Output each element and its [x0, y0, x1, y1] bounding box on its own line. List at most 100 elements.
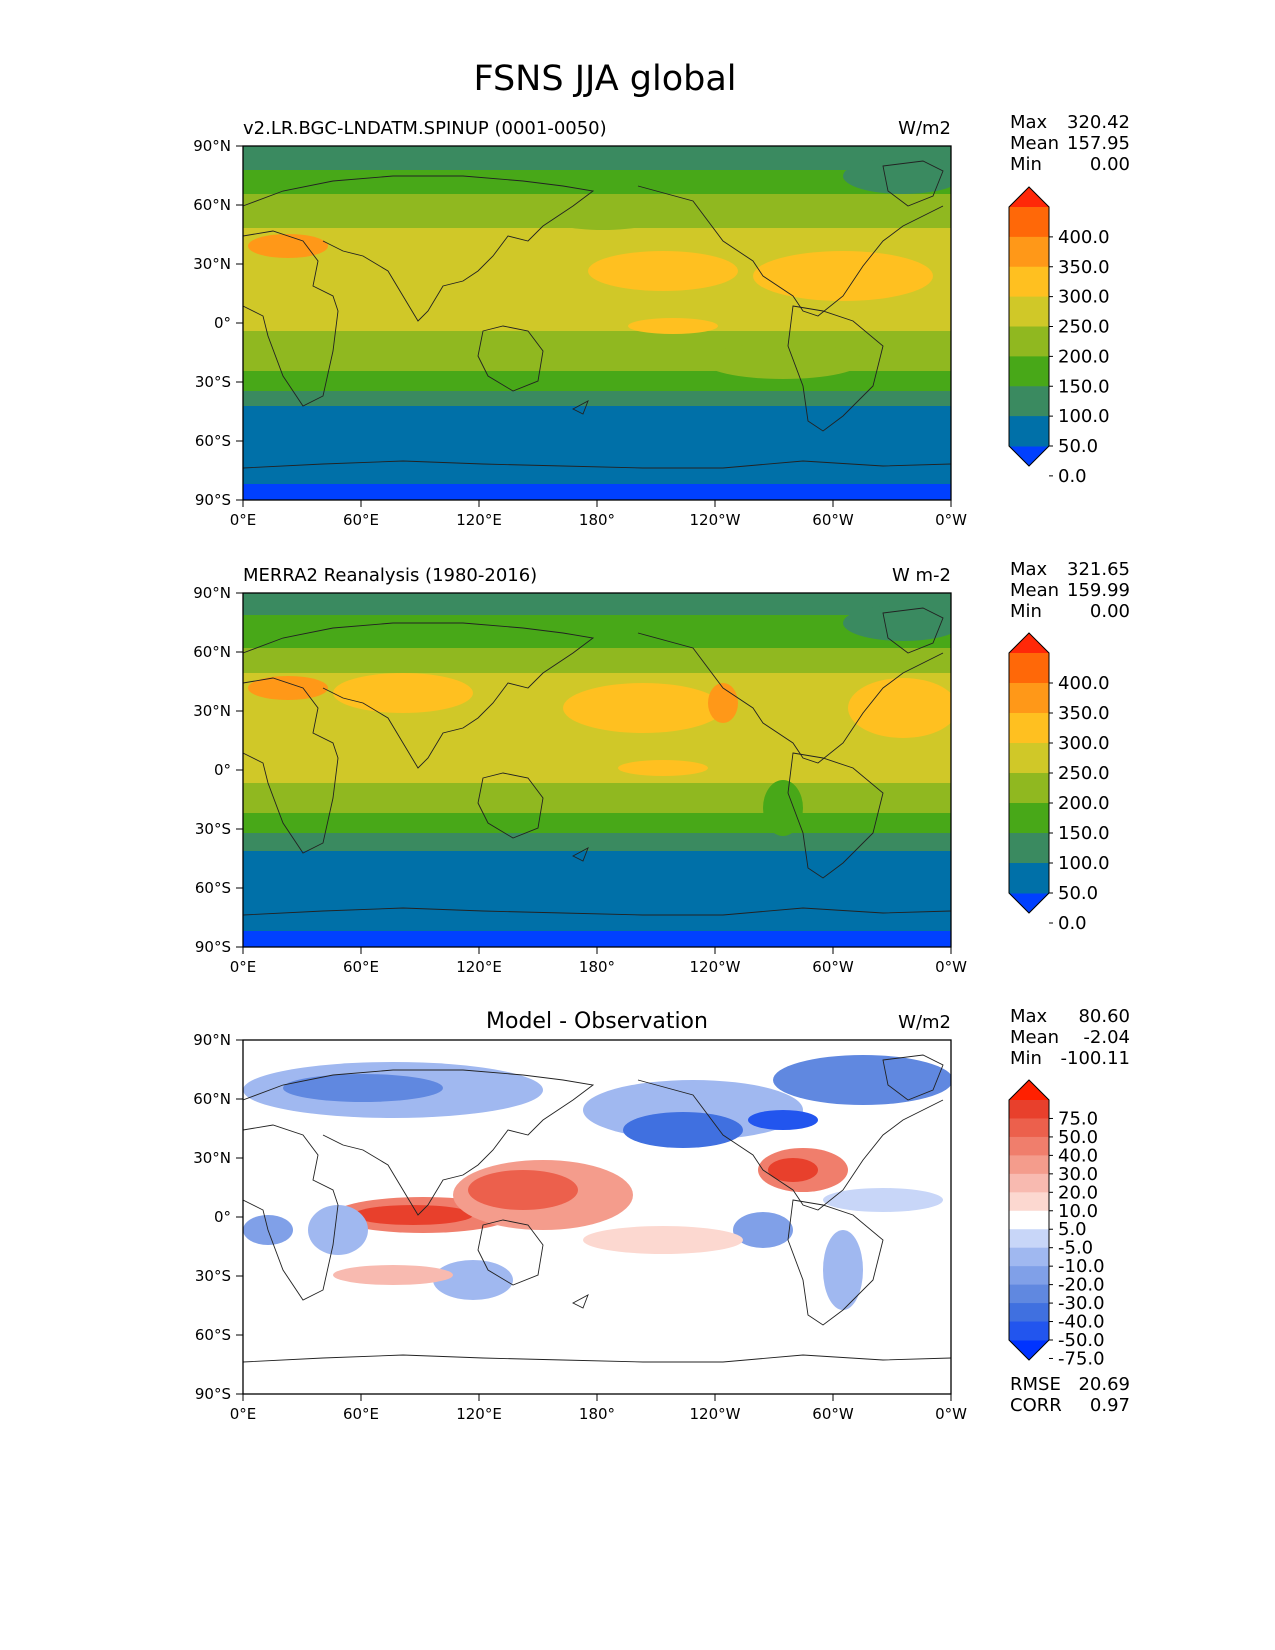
- panel-reference: MERRA2 Reanalysis (1980-2016) W m-2: [193, 565, 967, 976]
- x-tick-label: 180°: [579, 1405, 615, 1423]
- panel-title-center: Model - Observation: [486, 1009, 708, 1034]
- figure-title: FSNS JJA global: [473, 59, 736, 99]
- colorbar-tick-label: 30.0: [1058, 1164, 1098, 1185]
- colorbar-segment: [1009, 1155, 1049, 1175]
- colorbar: 400.0 350.0 300.0 250.0 200.0 150.0 100.0 50.0 0…: [1008, 186, 1110, 487]
- stat-label: Mean: [1010, 133, 1059, 154]
- metric-label: CORR: [1010, 1395, 1062, 1416]
- stat-value: -2.04: [1083, 1027, 1130, 1048]
- metric-value: 20.69: [1078, 1374, 1130, 1395]
- stat-label: Mean: [1010, 580, 1059, 601]
- x-tick-label: 0°E: [230, 1405, 257, 1423]
- colorbar-tick-label: 75.0: [1058, 1108, 1098, 1129]
- stat-label: Min: [1010, 601, 1042, 622]
- colorbar-extend-min: [1009, 893, 1049, 913]
- y-tick-label: 30°S: [195, 820, 231, 838]
- colorbar-segment: [1009, 1136, 1049, 1156]
- coastlines: [243, 607, 951, 916]
- colorbar-segment: [1009, 1321, 1049, 1341]
- colorbar-segment: [1009, 326, 1049, 357]
- colorbar-tick-label: 400.0: [1058, 227, 1110, 248]
- colorbar-tick-label: 350.0: [1058, 257, 1110, 278]
- colorbar-segment: [1009, 803, 1049, 834]
- y-axis: 90°N 60°N 30°N 0° 30°S 60°S 90°S: [193, 1031, 243, 1403]
- colorbar-tick-label: 300.0: [1058, 287, 1110, 308]
- colorbar-segment: [1009, 1118, 1049, 1138]
- y-tick-label: 90°S: [195, 938, 231, 956]
- colorbar-tick-label: 40.0: [1058, 1145, 1098, 1166]
- stat-value: 0.00: [1090, 601, 1130, 622]
- stat-value: 320.42: [1067, 112, 1130, 133]
- y-tick-label: 30°N: [193, 1149, 231, 1167]
- colorbar-segment: [1009, 416, 1049, 447]
- colorbar-extend-max: [1009, 633, 1049, 653]
- y-tick-label: 60°N: [193, 1090, 231, 1108]
- colorbar-tick-label: -10.0: [1058, 1256, 1105, 1277]
- colorbar-segment: [1009, 386, 1049, 417]
- colorbar-segment: [1009, 1192, 1049, 1212]
- x-tick-label: 60°E: [343, 1405, 379, 1423]
- x-axis: 0°E 60°E 120°E 180° 120°W 60°W 0°W: [230, 947, 967, 976]
- colorbar-tick-label: 250.0: [1058, 763, 1110, 784]
- colorbar-segment: [1009, 743, 1049, 774]
- y-tick-label: 30°N: [193, 702, 231, 720]
- y-axis: 90°N 60°N 30°N 0° 30°S 60°S 90°S: [193, 584, 243, 956]
- stat-value: 157.95: [1067, 133, 1130, 154]
- colorbar-tick-label: 150.0: [1058, 823, 1110, 844]
- colorbar-tick-label: -75.0: [1058, 1348, 1105, 1369]
- colorbar: 75.050.040.030.020.010.05.0-5.0-10.0-20.…: [1008, 1079, 1105, 1369]
- stat-value: 0.00: [1090, 154, 1130, 175]
- panel-units: W m-2: [892, 565, 951, 586]
- x-tick-label: 120°E: [456, 511, 502, 529]
- colorbar-extend-max: [1009, 1080, 1049, 1100]
- x-tick-label: 120°W: [690, 958, 741, 976]
- colorbar-segment: [1009, 266, 1049, 298]
- x-tick-label: 180°: [579, 511, 615, 529]
- stat-label: Max: [1010, 1006, 1048, 1027]
- colorbar-segment: [1009, 713, 1049, 744]
- y-tick-label: 30°S: [195, 1267, 231, 1285]
- colorbar-segment: [1009, 683, 1049, 714]
- colorbar-segment: [1009, 1173, 1049, 1193]
- colorbar-tick-label: 0.0: [1058, 466, 1087, 487]
- colorbar-tick-label: 100.0: [1058, 853, 1110, 874]
- colorbar-tick-label: 10.0: [1058, 1201, 1098, 1222]
- x-tick-label: 120°E: [456, 958, 502, 976]
- stat-label: Min: [1010, 154, 1042, 175]
- colorbar-extend-max: [1009, 187, 1049, 207]
- y-tick-label: 30°S: [195, 373, 231, 391]
- y-tick-label: 60°N: [193, 643, 231, 661]
- x-axis: 0°E 60°E 120°E 180° 120°W 60°W 0°W: [230, 500, 967, 529]
- colorbar-segment: [1009, 236, 1049, 268]
- stat-value: 80.60: [1078, 1006, 1130, 1027]
- stat-label: Max: [1010, 112, 1048, 133]
- stat-value: 159.99: [1067, 580, 1130, 601]
- x-tick-label: 120°W: [690, 1405, 741, 1423]
- map-field: [243, 1040, 951, 1394]
- map-field: [243, 593, 951, 947]
- stats-block: Max 320.42 Mean 157.95 Min 0.00: [1010, 112, 1130, 175]
- panel-units: W/m2: [898, 1012, 951, 1033]
- x-tick-label: 60°E: [343, 958, 379, 976]
- colorbar-segment: [1009, 1303, 1049, 1323]
- colorbar-tick-label: 50.0: [1058, 883, 1098, 904]
- stat-value: -100.11: [1061, 1048, 1130, 1069]
- colorbar-tick-label: -20.0: [1058, 1275, 1105, 1296]
- y-tick-label: 60°N: [193, 196, 231, 214]
- y-tick-label: 90°N: [193, 137, 231, 155]
- colorbar-extend-min: [1009, 1340, 1049, 1360]
- y-axis: 90°N 60°N 30°N 0° 30°S 60°S 90°S: [193, 137, 243, 509]
- colorbar-segment: [1009, 653, 1049, 684]
- colorbar-segment: [1009, 296, 1049, 327]
- colorbar-segment: [1009, 1229, 1049, 1249]
- x-tick-label: 0°E: [230, 958, 257, 976]
- x-tick-label: 0°E: [230, 511, 257, 529]
- colorbar-tick-label: 20.0: [1058, 1182, 1098, 1203]
- y-tick-label: 30°N: [193, 255, 231, 273]
- colorbar-tick-label: -5.0: [1058, 1238, 1093, 1259]
- colorbar-tick-label: 300.0: [1058, 733, 1110, 754]
- colorbar-segment: [1009, 1247, 1049, 1267]
- colorbar-tick-label: 5.0: [1058, 1219, 1087, 1240]
- panel-difference: Model - Observation W/m2: [193, 1009, 967, 1423]
- colorbar: 400.0 350.0 300.0 250.0 200.0 150.0 100.0 50.0 0…: [1008, 632, 1110, 934]
